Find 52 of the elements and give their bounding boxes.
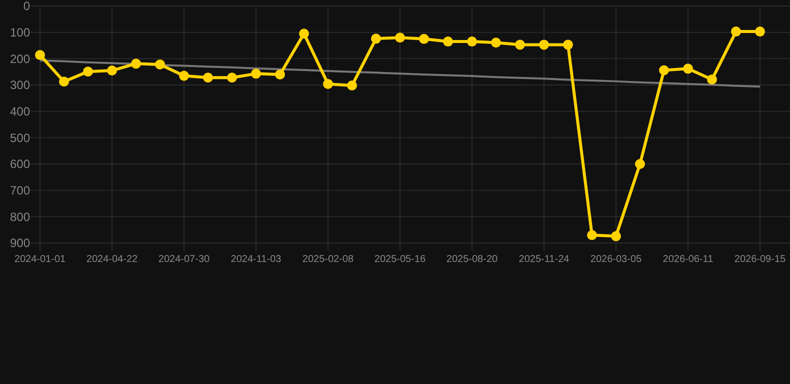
point: [443, 36, 453, 47]
x-tick-label: 2024-04-22: [86, 254, 138, 265]
point: [299, 28, 309, 39]
point: [347, 80, 357, 91]
x-tick-label: 2024-01-01: [14, 254, 66, 265]
point: [35, 50, 45, 60]
point: [467, 36, 477, 47]
y-tick-label: 100: [10, 26, 30, 40]
point: [611, 231, 621, 242]
point: [227, 72, 237, 83]
point: [131, 58, 141, 69]
x-tick-label: 2025-08-20: [446, 254, 498, 265]
y-tick-label: 800: [10, 210, 30, 224]
y-tick-label: 200: [10, 52, 30, 66]
x-tick-label: 2025-11-24: [518, 254, 570, 265]
x-tick-label: 2026-03-05: [590, 254, 642, 265]
y-tick-label: 500: [10, 130, 30, 145]
point: [587, 230, 597, 240]
point: [491, 38, 501, 48]
y-tick-label: 0: [23, 0, 30, 14]
point: [635, 159, 645, 169]
y-tick-label: 900: [10, 236, 30, 250]
point: [323, 78, 333, 89]
x-tick-label: 2026-06-11: [662, 254, 714, 265]
point: [515, 40, 525, 50]
x-tick-label: 2025-02-08: [302, 254, 354, 265]
y-tick-label: 400: [10, 104, 30, 119]
point: [107, 66, 117, 76]
x-tick-label: 2024-11-03: [230, 254, 282, 265]
point: [155, 59, 165, 70]
point: [251, 68, 261, 79]
point: [659, 65, 669, 76]
point: [83, 66, 93, 77]
point: [683, 64, 693, 74]
point: [395, 32, 405, 43]
point: [275, 69, 285, 80]
x-tick-label: 2026-09-15: [734, 254, 786, 265]
point: [59, 76, 69, 87]
x-tick-label: 2024-07-30: [158, 254, 210, 265]
y-tick-label: 300: [10, 78, 30, 92]
point: [563, 40, 573, 50]
point: [203, 72, 213, 83]
point: [731, 26, 741, 37]
y-tick-label: 700: [10, 184, 30, 198]
point: [707, 74, 717, 84]
point: [539, 40, 549, 50]
point: [419, 34, 429, 44]
y-tick-label: 600: [10, 157, 30, 172]
point: [371, 34, 381, 44]
point: [755, 26, 765, 37]
x-tick-label: 2025-05-16: [374, 254, 426, 265]
point: [179, 70, 189, 81]
